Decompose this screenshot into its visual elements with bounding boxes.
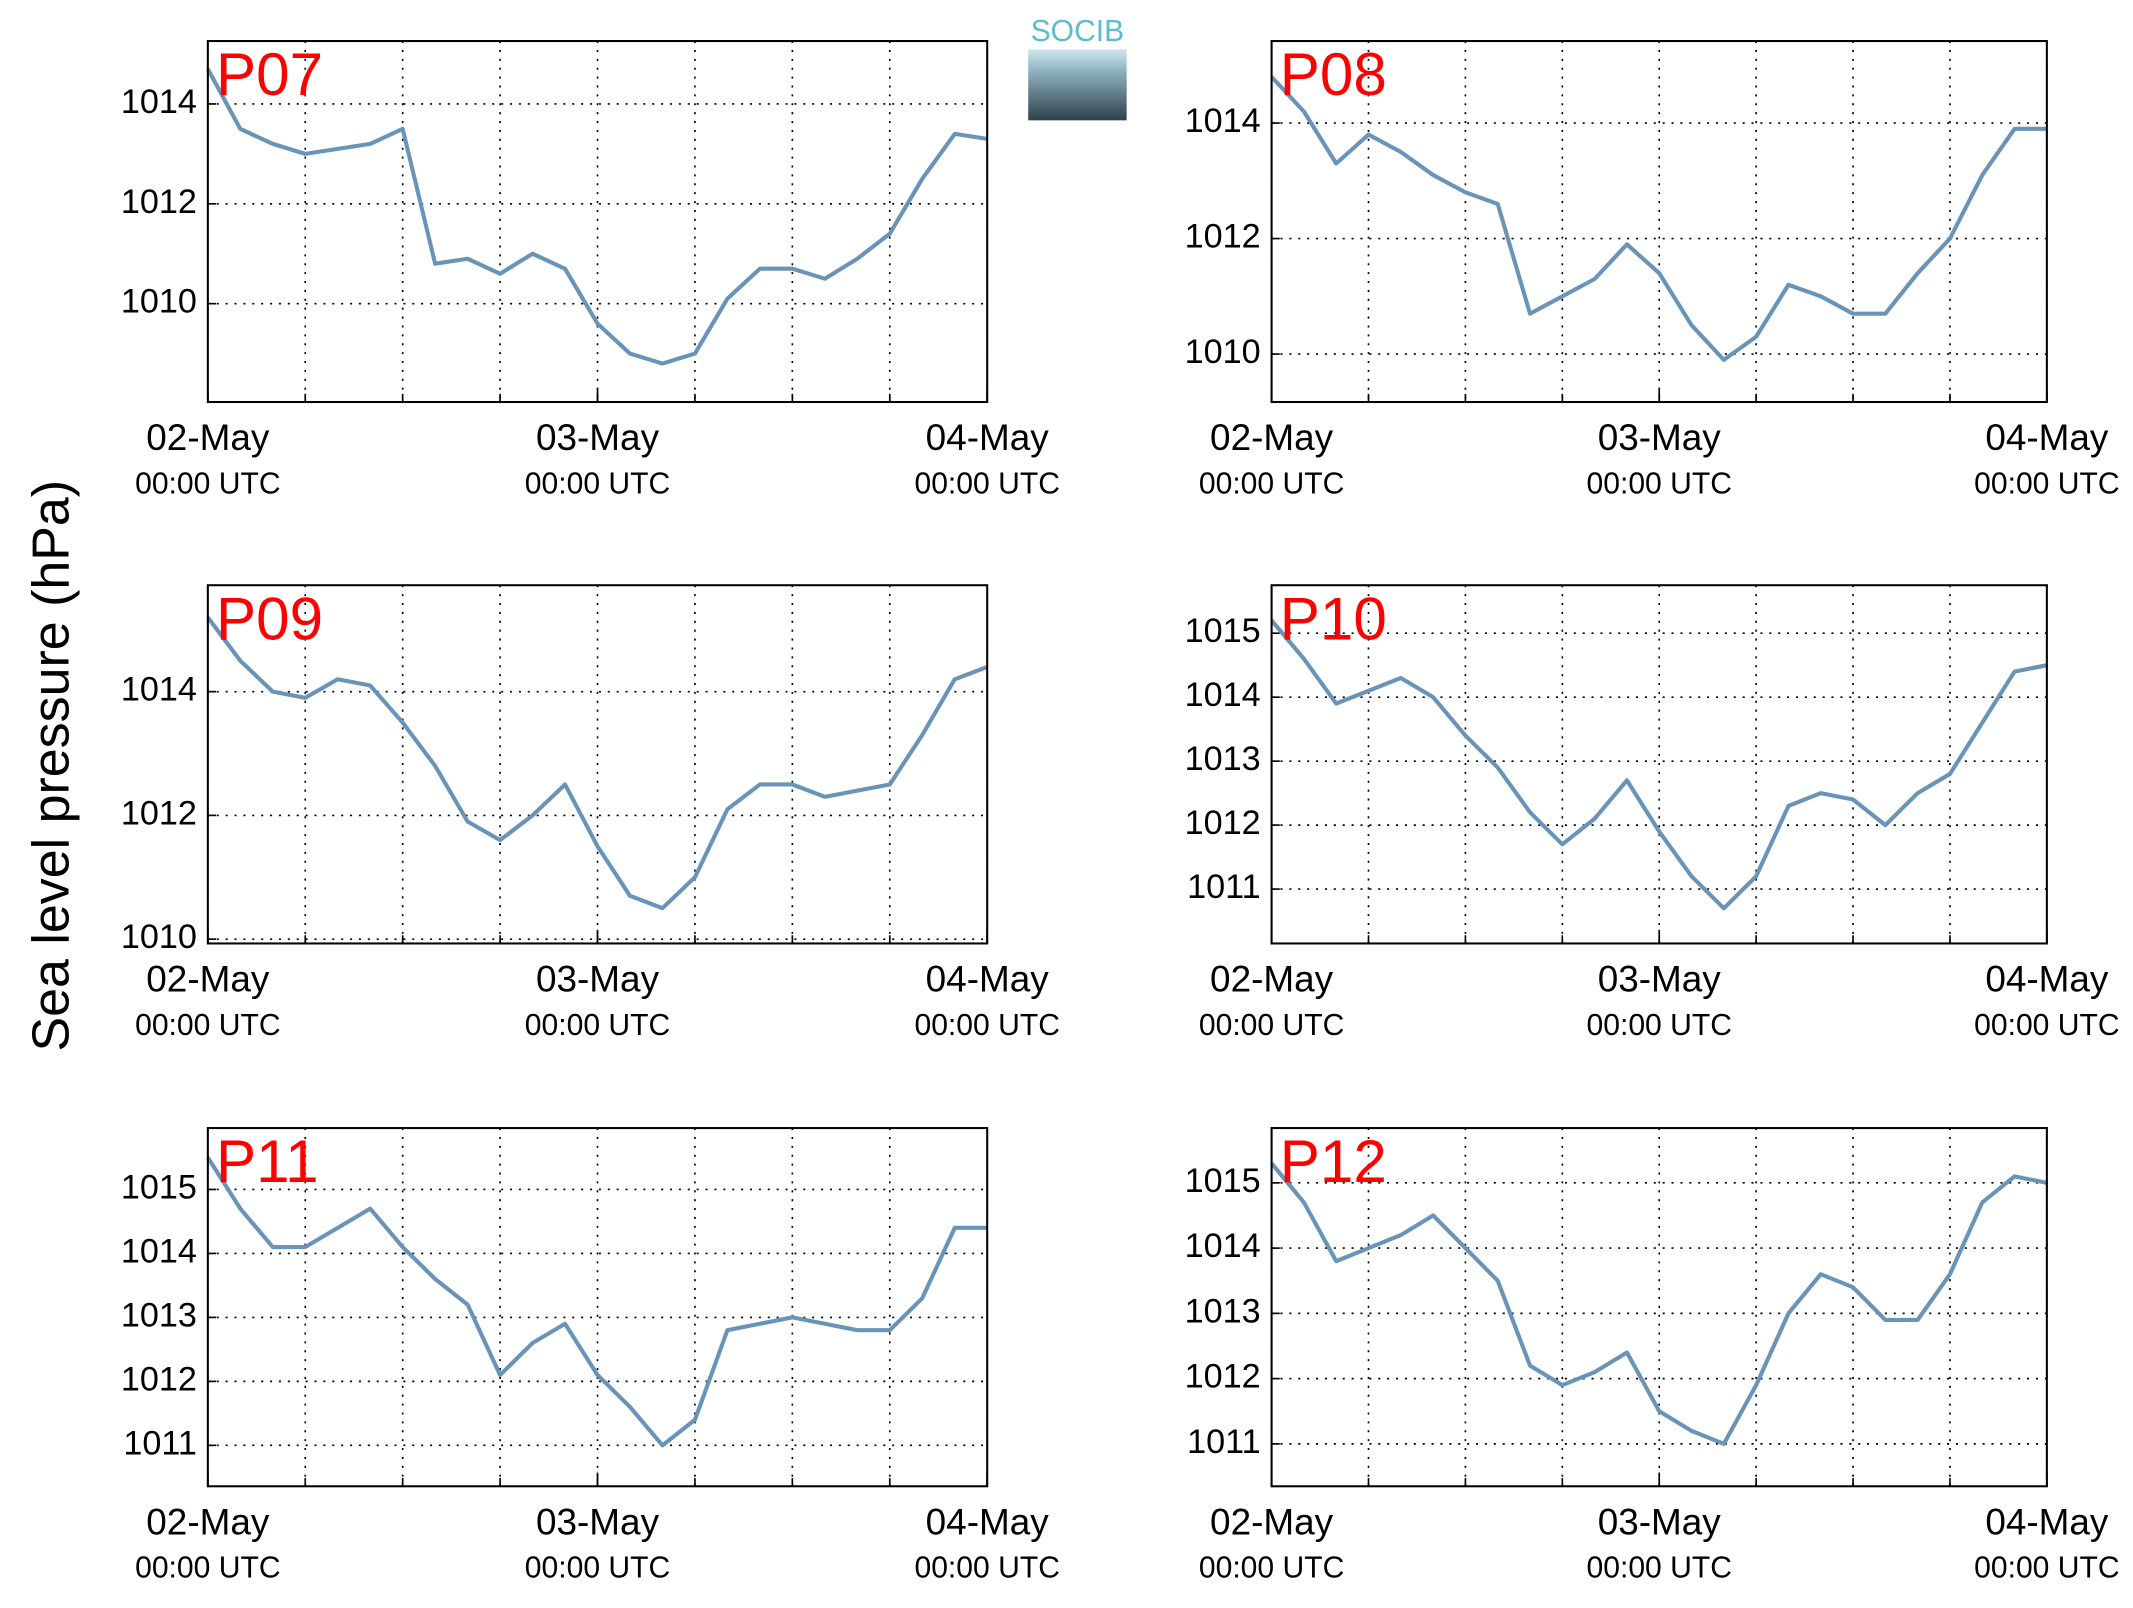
x-tick-sublabel: 00:00 UTC bbox=[525, 467, 670, 500]
x-tick-label: 04-May bbox=[926, 417, 1050, 458]
subplot: 1010 1012 1014 02-May 00:00 UTC 03-May 00:00 U… bbox=[1185, 40, 2120, 500]
x-tick-label: 04-May bbox=[1985, 959, 2109, 1000]
logo-box bbox=[1028, 49, 1127, 121]
x-tick-label: 03-May bbox=[536, 417, 660, 458]
plot-frame bbox=[1270, 584, 2048, 945]
y-tick-label: 1015 bbox=[1185, 612, 1261, 650]
subplot-title: P07 bbox=[216, 41, 323, 108]
y-tick-label: 1012 bbox=[121, 1360, 197, 1398]
x-tick-label: 04-May bbox=[926, 959, 1050, 1000]
y-tick-label: 1014 bbox=[1185, 676, 1261, 714]
x-tick-label: 02-May bbox=[1210, 959, 1334, 1000]
y-tick-label: 1015 bbox=[1185, 1162, 1261, 1200]
y-tick-label: 1013 bbox=[1185, 740, 1261, 778]
y-tick-label: 1010 bbox=[121, 918, 197, 956]
subplot-title: P11 bbox=[216, 1128, 319, 1195]
data-line bbox=[1270, 1161, 2048, 1446]
subplot: 1011 1012 1013 1014 1015 02-May 00:00 UTC 03-Ma… bbox=[121, 1127, 1060, 1585]
plot-frame bbox=[206, 40, 989, 404]
y-tick-label: 1011 bbox=[123, 1424, 196, 1462]
x-tick-sublabel: 00:00 UTC bbox=[1974, 467, 2119, 500]
y-tick-label: 1014 bbox=[1185, 1227, 1261, 1265]
data-line bbox=[1270, 619, 2048, 911]
plot-area bbox=[1271, 41, 2047, 403]
x-tick-label: 03-May bbox=[1598, 417, 1722, 458]
subplot: 1011 1012 1013 1014 1015 02-May 00:00 UTC 03-Ma… bbox=[1185, 1127, 2120, 1585]
x-tick-sublabel: 00:00 UTC bbox=[1587, 467, 1732, 500]
x-tick-sublabel: 00:00 UTC bbox=[1587, 1009, 1732, 1042]
plot-frame bbox=[206, 584, 989, 945]
y-tick-label: 1010 bbox=[1185, 333, 1261, 371]
x-tick-label: 02-May bbox=[146, 417, 270, 458]
y-tick-label: 1014 bbox=[121, 671, 197, 709]
subplot-title: P10 bbox=[1280, 585, 1387, 652]
data-line bbox=[206, 1156, 988, 1448]
x-tick-label: 02-May bbox=[1210, 1501, 1334, 1542]
y-tick-label: 1012 bbox=[1185, 1358, 1261, 1396]
x-tick-label: 02-May bbox=[1210, 417, 1334, 458]
subplot: 1010 1012 1014 02-May 00:00 UTC 03-May 00:00 U… bbox=[121, 40, 1060, 500]
x-tick-label: 04-May bbox=[1985, 417, 2109, 458]
y-tick-label: 1014 bbox=[121, 1232, 197, 1270]
plot-frame bbox=[1270, 40, 2048, 404]
x-tick-sublabel: 00:00 UTC bbox=[525, 1552, 670, 1585]
subplot: 1010 1012 1014 02-May 00:00 UTC 03-May 00:00 U… bbox=[121, 584, 1060, 1042]
x-tick-label: 03-May bbox=[1598, 959, 1722, 1000]
y-tick-label: 1012 bbox=[1185, 804, 1261, 842]
x-tick-sublabel: 00:00 UTC bbox=[914, 1552, 1059, 1585]
subplot-title: P12 bbox=[1280, 1128, 1387, 1195]
x-tick-sublabel: 00:00 UTC bbox=[1587, 1552, 1732, 1585]
y-tick-label: 1013 bbox=[121, 1296, 197, 1334]
x-tick-label: 03-May bbox=[536, 959, 660, 1000]
subplot-title: P08 bbox=[1280, 41, 1387, 108]
x-tick-sublabel: 00:00 UTC bbox=[1199, 1552, 1344, 1585]
x-tick-label: 03-May bbox=[536, 1501, 660, 1542]
data-line bbox=[206, 68, 988, 366]
x-tick-label: 02-May bbox=[146, 1501, 270, 1542]
y-tick-label: 1014 bbox=[1185, 102, 1261, 140]
x-tick-sublabel: 00:00 UTC bbox=[1974, 1009, 2119, 1042]
y-tick-label: 1014 bbox=[121, 83, 197, 121]
y-axis-label: Sea level pressure (hPa) bbox=[22, 480, 80, 1052]
data-line bbox=[206, 616, 988, 911]
y-tick-label: 1010 bbox=[121, 283, 197, 321]
x-tick-label: 02-May bbox=[146, 959, 270, 1000]
y-tick-label: 1015 bbox=[121, 1168, 197, 1206]
y-tick-label: 1013 bbox=[1185, 1292, 1261, 1330]
y-tick-label: 1011 bbox=[1187, 1423, 1260, 1461]
x-tick-sublabel: 00:00 UTC bbox=[914, 467, 1059, 500]
x-tick-label: 03-May bbox=[1598, 1501, 1722, 1542]
x-tick-sublabel: 00:00 UTC bbox=[525, 1009, 670, 1042]
x-tick-sublabel: 00:00 UTC bbox=[135, 1009, 280, 1042]
subplot-title: P09 bbox=[216, 585, 323, 652]
logo: SOCIB bbox=[1028, 15, 1127, 121]
plot-frame bbox=[206, 1127, 989, 1488]
plot-area bbox=[207, 41, 988, 403]
data-line bbox=[1270, 75, 2047, 362]
y-tick-label: 1012 bbox=[121, 183, 197, 221]
subplot: 1011 1012 1013 1014 1015 02-May 00:00 UTC 03-Ma… bbox=[1185, 584, 2120, 1042]
x-tick-sublabel: 00:00 UTC bbox=[1974, 1552, 2119, 1585]
plot-frame bbox=[1270, 1127, 2048, 1488]
x-tick-sublabel: 00:00 UTC bbox=[1199, 1009, 1344, 1042]
x-tick-label: 04-May bbox=[926, 1501, 1050, 1542]
logo-text: SOCIB bbox=[1031, 15, 1125, 48]
y-tick-label: 1012 bbox=[121, 794, 197, 832]
x-tick-sublabel: 00:00 UTC bbox=[1199, 467, 1344, 500]
x-tick-sublabel: 00:00 UTC bbox=[914, 1009, 1059, 1042]
x-tick-label: 04-May bbox=[1985, 1501, 2109, 1542]
y-tick-label: 1012 bbox=[1185, 218, 1261, 256]
x-tick-sublabel: 00:00 UTC bbox=[135, 1552, 280, 1585]
x-tick-sublabel: 00:00 UTC bbox=[135, 467, 280, 500]
y-tick-label: 1011 bbox=[1187, 868, 1260, 906]
